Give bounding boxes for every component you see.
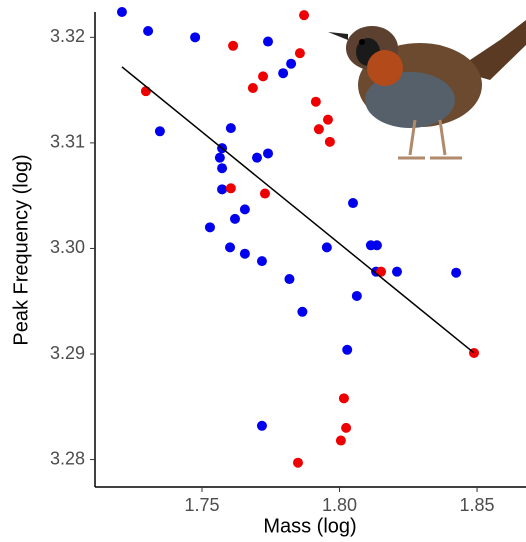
point xyxy=(257,256,267,266)
point xyxy=(299,10,309,20)
point xyxy=(205,222,215,232)
y-axis-title: Peak Frequency (log) xyxy=(10,154,32,345)
point xyxy=(342,345,352,355)
point xyxy=(263,37,273,47)
point xyxy=(263,148,273,158)
x-axis-title: Mass (log) xyxy=(263,515,356,537)
point xyxy=(323,115,333,125)
point xyxy=(372,240,382,250)
point xyxy=(297,307,307,317)
point xyxy=(295,48,305,58)
x-tick-label: 1.75 xyxy=(184,495,219,515)
point xyxy=(155,126,165,136)
page: {"chart_data": {"type": "scatter", "x_la… xyxy=(0,0,526,542)
point xyxy=(257,421,267,431)
point xyxy=(348,198,358,208)
point xyxy=(284,274,294,284)
bird-illustration xyxy=(328,20,526,158)
point xyxy=(240,204,250,214)
point xyxy=(226,123,236,133)
y-tick-label: 3.32 xyxy=(50,26,85,46)
point xyxy=(230,214,240,224)
chart: Mass (log) Peak Frequency (log) 3.28 3.29… xyxy=(0,0,526,542)
point xyxy=(311,97,321,107)
y-tick-label: 3.31 xyxy=(50,132,85,152)
point xyxy=(341,423,351,433)
point xyxy=(190,32,200,42)
y-tick-label: 3.29 xyxy=(50,343,85,363)
point xyxy=(278,68,288,78)
point xyxy=(352,291,362,301)
point xyxy=(322,242,332,252)
point xyxy=(117,7,127,17)
point xyxy=(286,59,296,69)
point xyxy=(215,153,225,163)
point xyxy=(325,137,335,147)
point xyxy=(252,153,262,163)
point xyxy=(293,458,303,468)
y-tick-label: 3.30 xyxy=(50,237,85,257)
point xyxy=(217,163,227,173)
point xyxy=(339,393,349,403)
point xyxy=(228,41,238,51)
point xyxy=(248,83,258,93)
point xyxy=(451,268,461,278)
y-tick-label: 3.28 xyxy=(50,448,85,468)
point xyxy=(240,249,250,259)
x-tick-label: 1.80 xyxy=(322,495,357,515)
point xyxy=(141,86,151,96)
point xyxy=(143,26,153,36)
point xyxy=(225,242,235,252)
point xyxy=(260,189,270,199)
x-tick-label: 1.85 xyxy=(460,495,495,515)
point xyxy=(217,184,227,194)
point xyxy=(226,183,236,193)
point xyxy=(314,124,324,134)
point xyxy=(336,436,346,446)
point xyxy=(392,267,402,277)
point xyxy=(258,71,268,81)
